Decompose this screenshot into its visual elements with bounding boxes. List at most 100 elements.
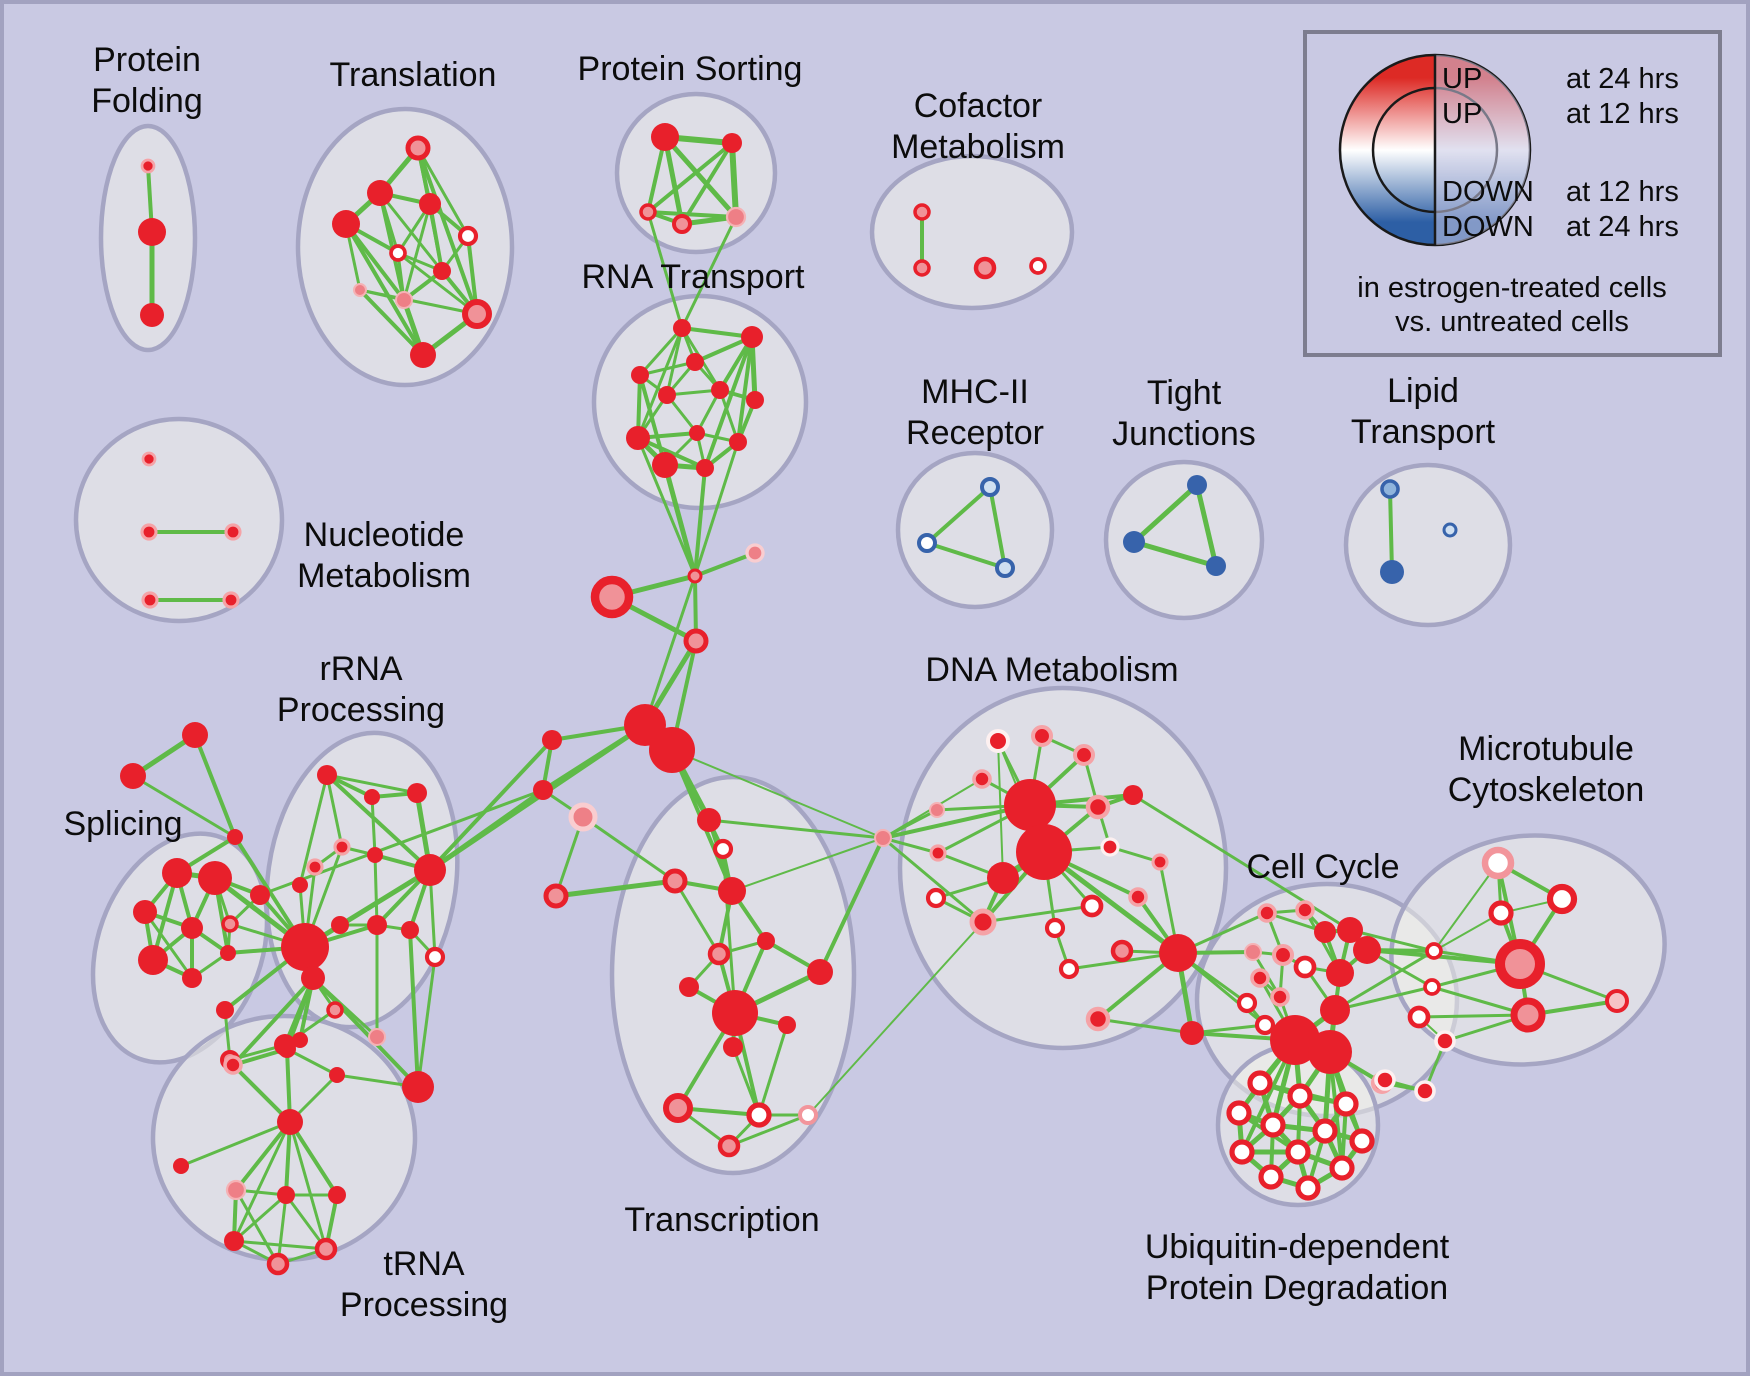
node-cn1 <box>687 568 703 584</box>
edge-tr3-tr5 <box>673 879 721 956</box>
network-nodes <box>120 123 1629 1276</box>
node-dn7 <box>925 887 947 909</box>
edge-tn5-tn10 <box>234 1188 280 1266</box>
cluster-label-nucleotide-metabolism-line1: Nucleotide <box>304 516 465 554</box>
edge-cc12-mt4 <box>1333 949 1436 1012</box>
legend-row-time: at 24 hrs <box>1566 211 1679 243</box>
edge-dn22-dn23 <box>1096 1017 1194 1035</box>
node-cc8 <box>1326 959 1354 987</box>
edge-t1-t5 <box>416 146 470 238</box>
cluster-label-rna-transport-line1: RNA Transport <box>582 258 806 296</box>
cluster-label-tight-junctions-line2: Junctions <box>1112 415 1256 453</box>
node-mt6 <box>1423 978 1441 996</box>
node-tj2 <box>1123 531 1145 553</box>
node-cf1 <box>913 203 931 221</box>
node-dn15 <box>1128 887 1148 907</box>
node-tr8 <box>679 977 699 997</box>
edge-tn6-tn10 <box>276 1193 288 1266</box>
legend-row-label: UP <box>1442 63 1482 95</box>
node-rr8 <box>331 916 349 934</box>
edge-rr1-rr7 <box>325 773 432 872</box>
node-ub9 <box>1285 1139 1311 1165</box>
node-rr9 <box>367 915 387 935</box>
edge-tj1-tj3 <box>1194 482 1219 569</box>
node-dn22 <box>1085 1006 1111 1032</box>
ellipse-lipid-transport <box>1343 462 1513 628</box>
edge-mh2-mh3 <box>925 541 1007 570</box>
node-dn0 <box>874 829 892 847</box>
edge-ps2-ps3 <box>646 141 734 214</box>
node-rr6 <box>367 847 383 863</box>
edge-ps3-rt1 <box>646 210 684 330</box>
node-rt2 <box>741 326 763 348</box>
cluster-label-transcription-line1: Transcription <box>624 1201 819 1239</box>
edge-tn0-tn3 <box>231 1063 292 1124</box>
node-tn0 <box>223 1055 243 1075</box>
edge-ps1-ps4 <box>662 134 685 227</box>
edge-rr1-rr3 <box>325 773 419 795</box>
node-rr4 <box>292 877 308 893</box>
node-sl1 <box>162 858 192 888</box>
node-dn11 <box>1085 794 1111 820</box>
cluster-label-cell-cycle-line1: Cell Cycle <box>1246 848 1399 886</box>
node-tn9 <box>314 1237 338 1261</box>
edge-tn6-tn8 <box>232 1193 288 1243</box>
edge-rt2-rt10 <box>736 335 754 444</box>
node-rt8 <box>626 426 650 450</box>
node-sl9 <box>250 885 270 905</box>
edge-mt3-mt4 <box>1433 912 1502 952</box>
legend-row-label: UP <box>1442 98 1482 130</box>
edge-rrh2-tn0 <box>231 976 315 1067</box>
node-pf1 <box>140 158 156 174</box>
cluster-label-lipid-transport-line2: Transport <box>1351 413 1496 451</box>
cluster-label-tight-junctions-line1: Tight <box>1147 374 1222 412</box>
node-rt6 <box>711 381 729 399</box>
node-tr3 <box>662 868 688 894</box>
node-ub8 <box>1229 1139 1255 1165</box>
edge-tn3-tn9 <box>288 1120 328 1251</box>
edge-rt10-cn1 <box>693 440 740 578</box>
edge-tr14-tr15 <box>727 1113 810 1148</box>
node-rt11 <box>652 452 678 478</box>
edge-rt6-rt10 <box>718 388 740 444</box>
node-ub11 <box>1258 1164 1284 1190</box>
node-ps2 <box>722 133 742 153</box>
edge-rr2-rr6 <box>370 795 377 857</box>
node-tn10 <box>266 1252 290 1276</box>
node-cbig <box>590 575 634 619</box>
node-nm1 <box>141 451 157 467</box>
node-dn1 <box>986 729 1010 753</box>
node-hub2 <box>649 727 695 773</box>
edge-rt3-rt4 <box>638 360 697 377</box>
node-cc6 <box>1271 943 1295 967</box>
node-nm2 <box>140 523 158 541</box>
node-br1 <box>542 730 562 750</box>
node-ub1 <box>1247 1070 1273 1096</box>
node-cc15 <box>1308 1030 1352 1074</box>
legend-note-line2: vs. untreated cells <box>1395 306 1629 338</box>
edge-mt1-mt4 <box>1433 862 1499 952</box>
node-tr10 <box>778 1016 796 1034</box>
cluster-label-dna-metabolism-line1: DNA Metabolism <box>925 651 1178 689</box>
node-mh1 <box>980 477 1000 497</box>
node-ps1 <box>651 123 679 151</box>
legend-ring-fade-overlay <box>1435 55 1530 245</box>
edge-tn3-tn4 <box>179 1120 292 1168</box>
node-ub2 <box>1287 1083 1313 1109</box>
legend-note-line1: in estrogen-treated cells <box>1357 272 1667 304</box>
node-rrh1 <box>281 923 329 971</box>
node-br4 <box>543 883 569 909</box>
node-rr2 <box>364 789 380 805</box>
node-dn2 <box>1030 724 1054 748</box>
ellipse-rna-transport <box>591 293 809 511</box>
node-dn18 <box>969 908 997 936</box>
legend-row-label: DOWN <box>1442 211 1534 243</box>
cluster-label-rrna-processing-line2: Processing <box>277 691 445 729</box>
node-cc4 <box>1337 917 1363 943</box>
node-pf3 <box>140 303 164 327</box>
edge-mh1-mh3 <box>988 485 1007 570</box>
node-tr11 <box>723 1037 743 1057</box>
edge-rt1-rt2 <box>680 326 754 339</box>
cluster-label-ubiquitin-degradation-line2: Protein Degradation <box>1146 1269 1448 1307</box>
